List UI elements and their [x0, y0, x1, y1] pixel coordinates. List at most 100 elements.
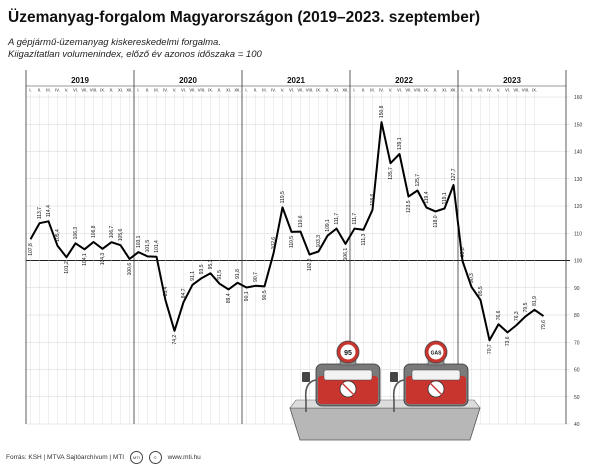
month-label: IV.: [379, 88, 384, 93]
y-tick-label: 140: [574, 150, 583, 156]
fuel-pump-illustration: 95 GAS: [289, 340, 481, 441]
series-layer: [29, 121, 545, 342]
data-label: 76,6: [496, 310, 502, 320]
fuel-pump-icon: [390, 363, 469, 412]
data-label: 109,1: [325, 219, 331, 232]
data-label: 79,6: [541, 320, 547, 330]
data-label: 114,4: [46, 205, 52, 217]
y-tick-label: 50: [574, 395, 580, 401]
data-label: 105,6: [118, 229, 124, 242]
month-label: VI.: [73, 88, 78, 93]
month-label: VI.: [505, 88, 510, 93]
data-label: 139,1: [397, 137, 403, 150]
data-label: 85,4: [163, 286, 169, 296]
month-label: VII.: [297, 88, 303, 93]
data-label: 106,7: [109, 226, 115, 239]
month-label: III.: [262, 88, 267, 93]
year-label: 2020: [179, 76, 197, 85]
month-label: X.: [434, 88, 438, 93]
year-label: 2021: [287, 76, 305, 85]
month-label: V.: [389, 88, 393, 93]
pump1-label: 95: [344, 350, 352, 357]
data-label: 111,7: [352, 213, 358, 225]
data-label: 81,9: [532, 296, 538, 306]
data-label: 106,8: [91, 225, 97, 238]
month-label: VIII.: [522, 88, 529, 93]
data-label: 102,6: [271, 237, 277, 250]
data-label: 106,1: [343, 248, 349, 261]
data-label: 110,5: [289, 236, 295, 248]
copyright-icon: ©: [148, 451, 162, 464]
month-label: III.: [46, 88, 51, 93]
pump-base: [289, 407, 481, 441]
data-label: 127,7: [451, 168, 457, 181]
month-label: XI.: [442, 88, 447, 93]
grid-layer: 40 50 60 70 80 90 100 110 120 130 140 150 160 2019 I. I…: [25, 70, 583, 428]
y-tick-label: 100: [574, 259, 583, 265]
month-label: III.: [154, 88, 159, 93]
month-label: XII.: [234, 88, 240, 93]
month-label: IX.: [100, 88, 105, 93]
month-label: V.: [65, 88, 69, 93]
chart-subtitle-line-1: A gépjármű-üzemanyag kiskereskedelmi for…: [8, 37, 221, 48]
data-label: 89,4: [226, 293, 232, 303]
data-label: 74,2: [172, 335, 178, 345]
data-label: 123,5: [406, 200, 412, 213]
data-label: 90,5: [262, 290, 268, 300]
month-label: VII.: [189, 88, 195, 93]
data-label: 91,8: [235, 269, 241, 279]
series-line: [29, 121, 545, 342]
y-tick-label: 110: [574, 231, 582, 237]
month-label: I.: [353, 88, 355, 93]
month-label: VI.: [289, 88, 294, 93]
data-label: 91,5: [217, 270, 223, 280]
data-label: 70,7: [487, 344, 493, 354]
data-label: 90,1: [244, 291, 250, 301]
month-label: VII.: [405, 88, 411, 93]
data-label: 118,6: [370, 193, 376, 205]
data-label: 107,8: [28, 243, 34, 256]
month-label: IX.: [532, 88, 537, 93]
pump-head-1: [336, 340, 360, 366]
month-label: XII.: [450, 88, 456, 93]
data-label: 118,0: [433, 215, 439, 227]
data-label: 79,5: [523, 302, 529, 312]
data-label: 103,1: [136, 235, 142, 248]
month-label: VII.: [513, 88, 519, 93]
year-label: 2022: [395, 76, 413, 85]
data-label: 73,6: [505, 336, 511, 346]
year-label: 2019: [71, 76, 89, 85]
data-label: 85,5: [478, 286, 484, 296]
pump-head-2: [424, 340, 448, 366]
data-label: 101,4: [154, 240, 160, 253]
footer-source: Forrás: KSH | MTVA Sajtóarchívum | MTI: [6, 454, 125, 462]
month-label: VI.: [181, 88, 186, 93]
data-label: 119,4: [424, 191, 430, 203]
month-label: V.: [173, 88, 177, 93]
data-label: 113,7: [37, 207, 43, 219]
data-label: 93,5: [199, 264, 205, 274]
month-label: XI.: [226, 88, 231, 93]
month-label: II.: [362, 88, 366, 93]
month-label: I.: [245, 88, 247, 93]
footer-url: www.mti.hu: [167, 454, 201, 462]
month-label: VIII.: [414, 88, 421, 93]
label-layer: 107,8 113,7 114,4 105,4 101,2 106,3 104,1 106,8…: [28, 105, 547, 354]
month-label: II.: [38, 88, 42, 93]
month-label: II.: [146, 88, 150, 93]
y-tick-label: 60: [574, 368, 580, 374]
data-label: 111,3: [361, 233, 367, 245]
month-label: VIII.: [198, 88, 205, 93]
month-label: XI.: [334, 88, 339, 93]
data-label: 95,3: [208, 259, 214, 269]
chart-title: Üzemanyag-forgalom Magyarországon (2019–…: [8, 9, 481, 26]
y-tick-label: 80: [574, 313, 580, 319]
month-label: I.: [29, 88, 31, 93]
data-label: 135,7: [388, 167, 394, 180]
pump2-label: GAS: [431, 351, 443, 357]
month-label: IV.: [271, 88, 276, 93]
data-label: 104,1: [82, 253, 88, 266]
month-label: V.: [281, 88, 285, 93]
data-label: 111,7: [334, 213, 340, 225]
